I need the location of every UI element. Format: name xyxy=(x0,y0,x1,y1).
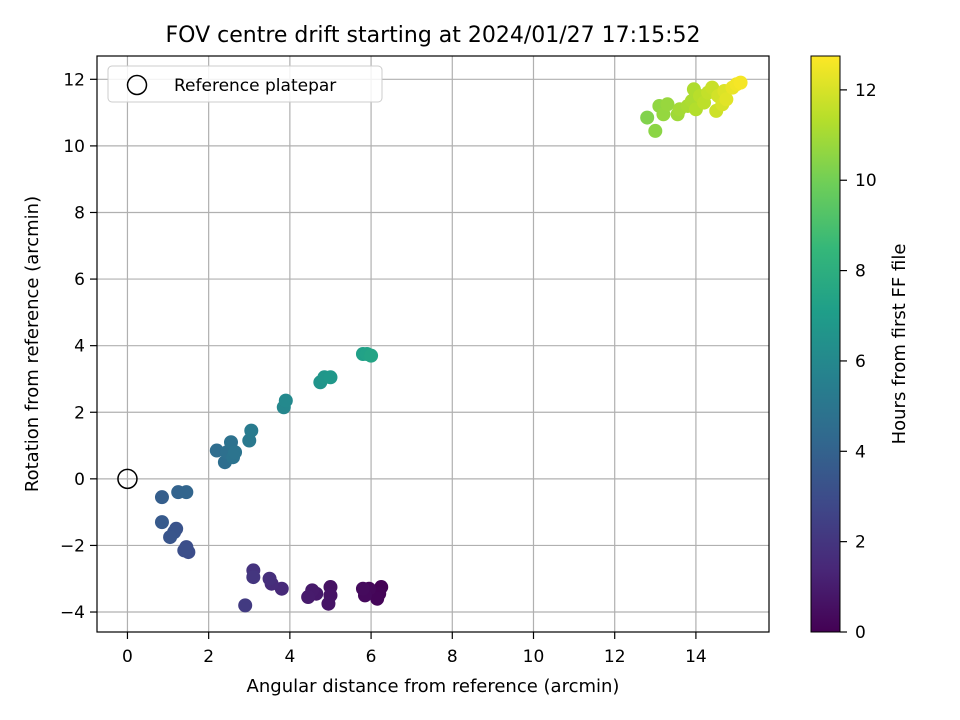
data-point-11 xyxy=(301,590,316,605)
reference-point xyxy=(117,468,138,490)
data-point-17 xyxy=(238,598,253,613)
data-point-63 xyxy=(719,92,734,107)
data-point-14 xyxy=(262,571,277,586)
data-point-25 xyxy=(154,490,169,505)
data-point-44 xyxy=(640,110,655,125)
y-tick-label-0: −4 xyxy=(60,603,85,623)
colorbar-tick-label-2: 4 xyxy=(855,442,866,462)
data-point-37 xyxy=(278,393,293,408)
y-axis-ticks: −4 −2 0 2 4 6 8 10 12 xyxy=(60,70,97,623)
x-tick-label-7: 14 xyxy=(685,647,707,667)
x-tick-label-5: 10 xyxy=(523,647,545,667)
colorbar-tick-label-1: 2 xyxy=(855,533,866,553)
colorbar-tick-label-0: 0 xyxy=(855,623,866,643)
colorbar-tick-label-4: 8 xyxy=(855,262,866,282)
data-point-20 xyxy=(177,543,192,558)
x-tick-label-1: 2 xyxy=(203,647,214,667)
y-tick-label-5: 6 xyxy=(74,270,85,290)
legend-entry-reference: Reference platepar xyxy=(174,76,336,96)
x-tick-label-4: 8 xyxy=(447,647,458,667)
grid-lines xyxy=(97,56,769,632)
x-tick-label-3: 6 xyxy=(366,647,377,667)
data-point-45 xyxy=(648,123,663,138)
data-point-48 xyxy=(660,97,675,112)
y-tick-label-3: 2 xyxy=(74,403,85,423)
colorbar xyxy=(810,55,841,633)
legend: Reference platepar xyxy=(107,65,383,103)
data-point-8 xyxy=(321,596,336,611)
data-point-35 xyxy=(244,423,259,438)
x-axis-label: Angular distance from reference (arcmin) xyxy=(247,676,620,697)
y-tick-label-6: 8 xyxy=(74,203,85,223)
legend-reference-marker xyxy=(126,74,148,96)
x-axis-ticks: 0 2 4 6 8 10 12 14 xyxy=(122,632,707,667)
data-point-23 xyxy=(163,530,178,545)
plot-frame xyxy=(96,55,770,633)
colorbar-ticks: 0 2 4 6 8 10 12 xyxy=(840,81,877,643)
x-tick-label-2: 4 xyxy=(284,647,295,667)
data-point-66 xyxy=(733,75,748,90)
data-point-2 xyxy=(370,591,385,606)
data-point-16 xyxy=(246,570,261,585)
data-points xyxy=(154,75,748,613)
data-point-43 xyxy=(364,348,379,363)
colorbar-label: Hours from first FF file xyxy=(889,244,910,445)
y-tick-label-8: 12 xyxy=(63,70,85,90)
colorbar-tick-label-3: 6 xyxy=(855,352,866,372)
x-tick-label-0: 0 xyxy=(122,647,133,667)
data-point-24 xyxy=(154,515,169,530)
colorbar-tick-label-5: 10 xyxy=(855,171,877,191)
data-point-33 xyxy=(228,445,243,460)
y-tick-label-1: −2 xyxy=(60,536,85,556)
reference-platepar-marker xyxy=(117,468,138,490)
y-axis-label: Rotation from reference (arcmin) xyxy=(22,196,43,492)
data-point-5 xyxy=(355,581,370,596)
data-point-40 xyxy=(323,370,338,385)
legend-box xyxy=(107,65,383,103)
y-tick-label-2: 0 xyxy=(74,470,85,490)
colorbar-tick-label-6: 12 xyxy=(855,81,877,101)
y-tick-label-7: 10 xyxy=(63,137,85,157)
chart-title: FOV centre drift starting at 2024/01/27 … xyxy=(166,23,701,48)
x-tick-label-6: 12 xyxy=(604,647,626,667)
data-point-27 xyxy=(179,485,194,500)
y-tick-label-4: 4 xyxy=(74,337,85,357)
